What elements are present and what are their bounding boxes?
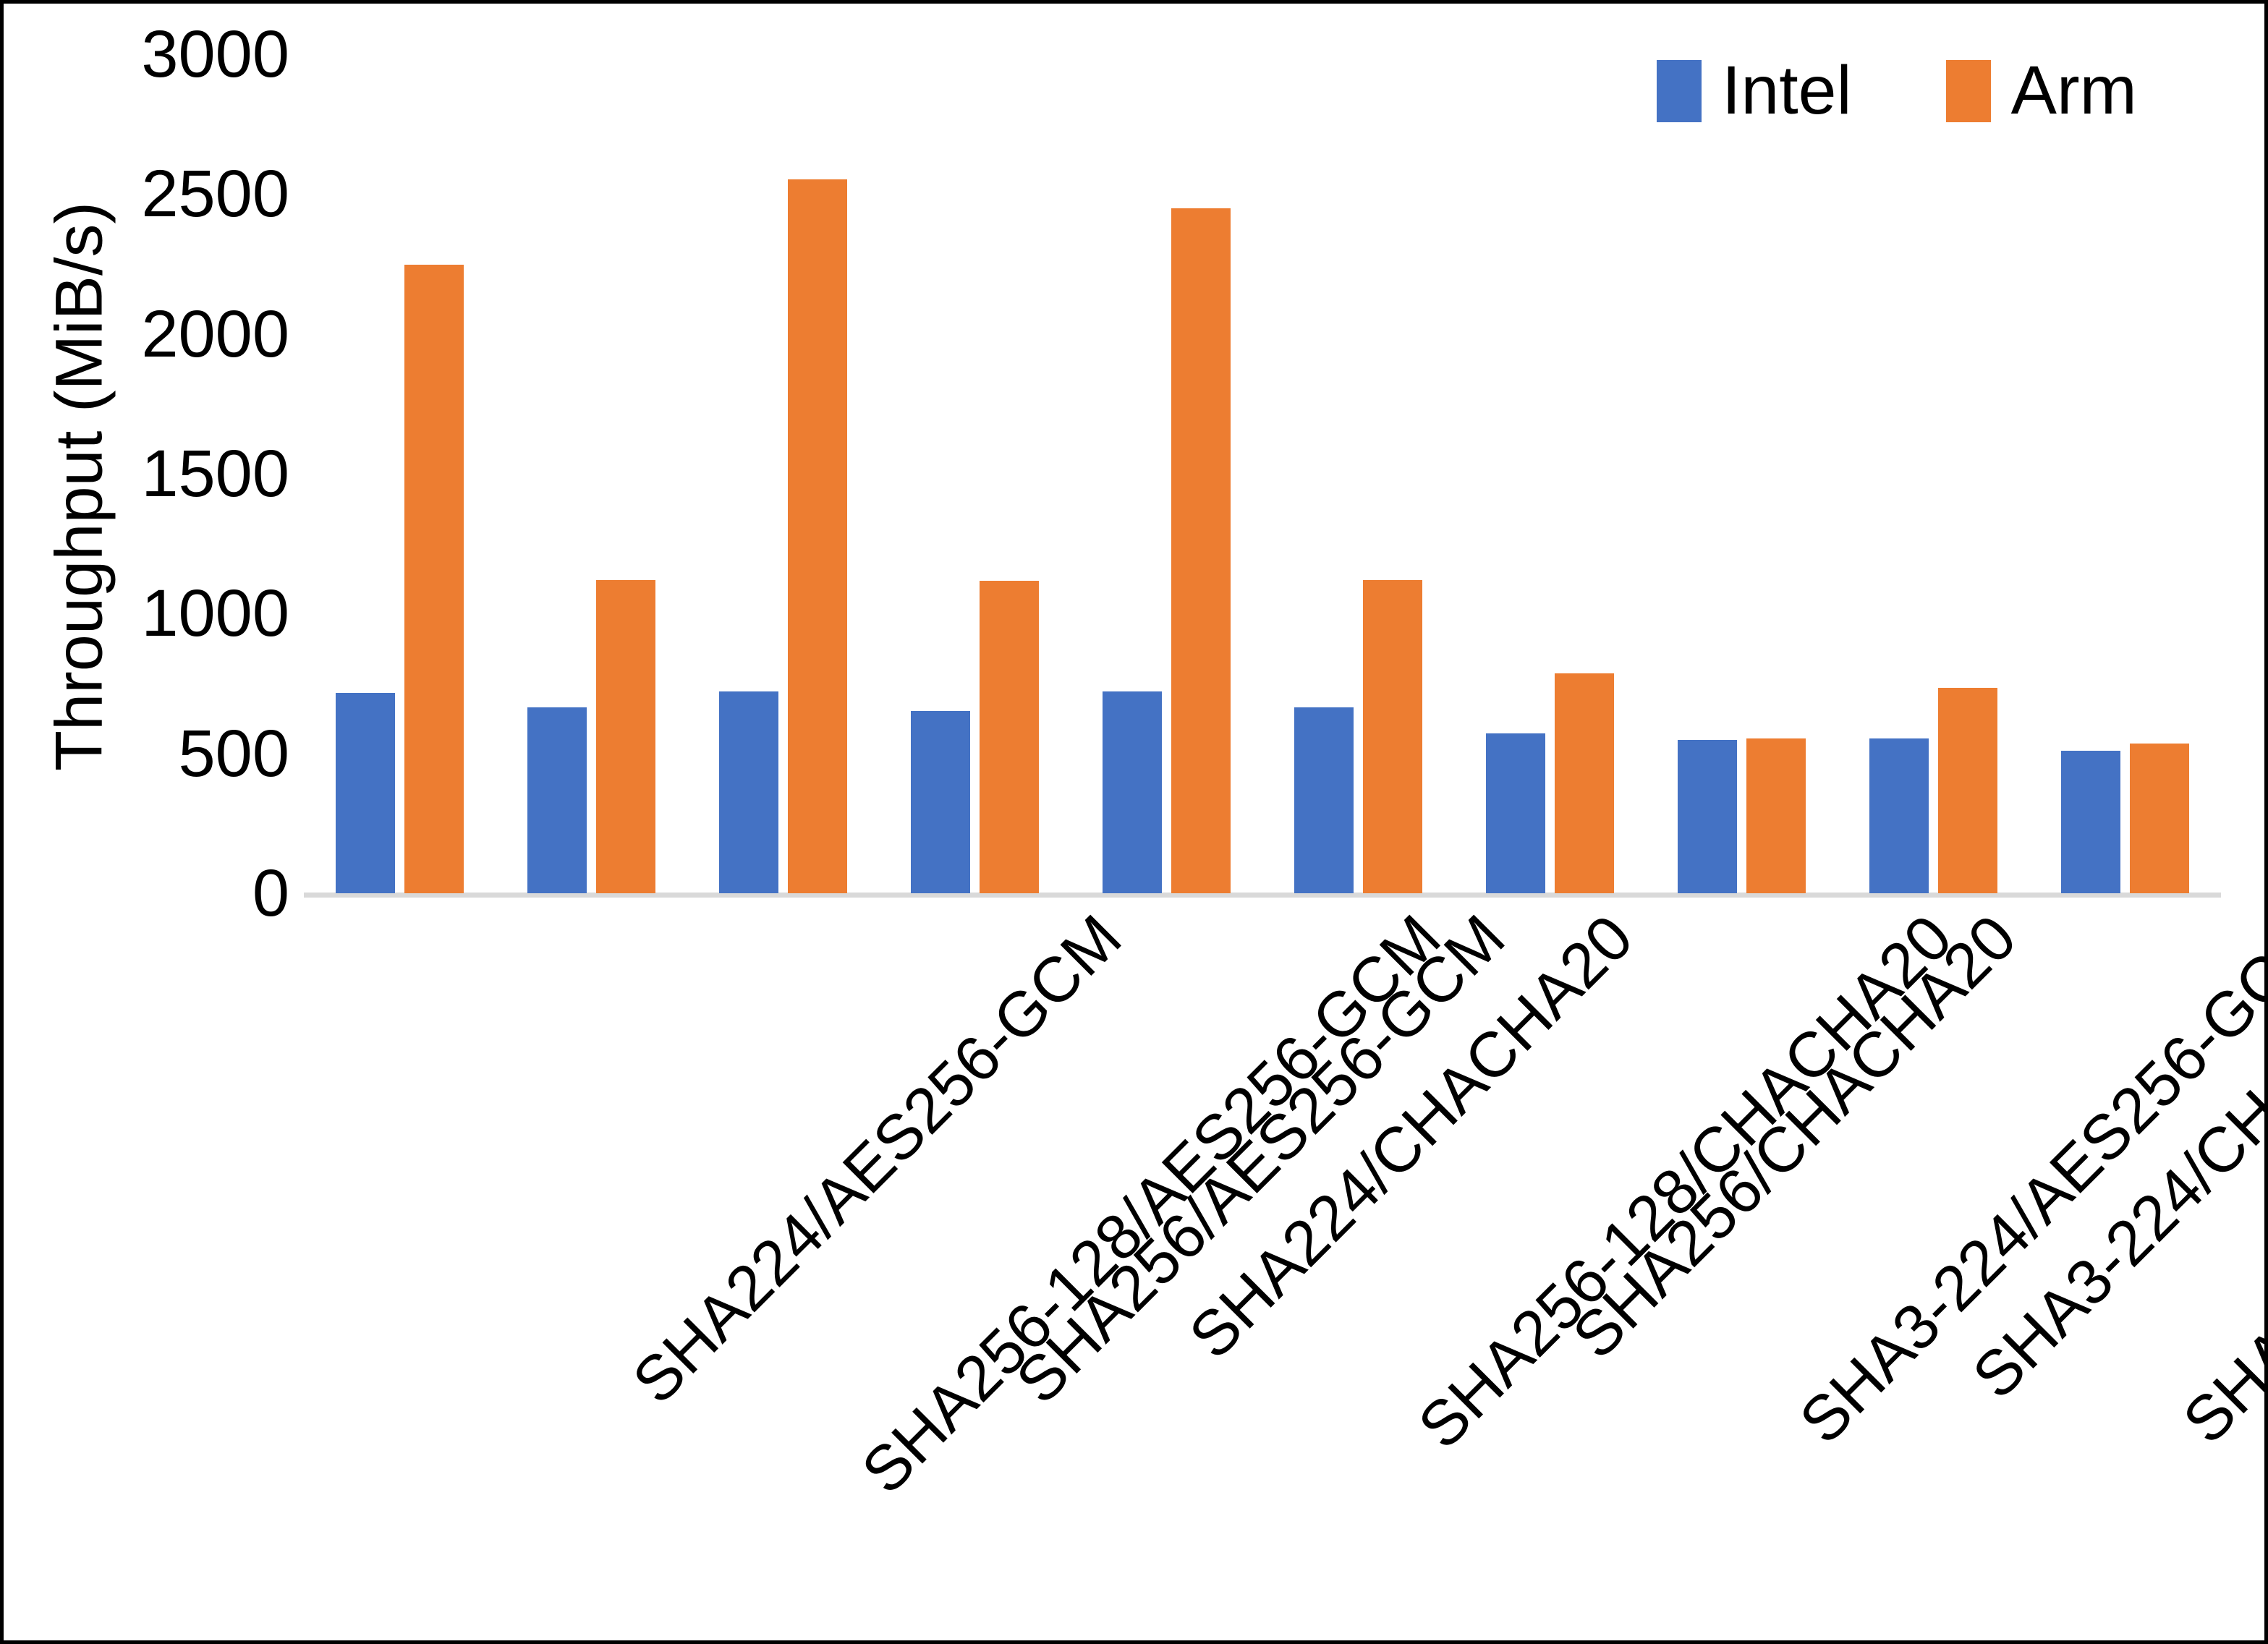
bar-group bbox=[1646, 54, 1838, 893]
bar-arm[interactable] bbox=[1171, 208, 1231, 893]
bar-arm[interactable] bbox=[596, 579, 655, 893]
y-axis-tick-label: 2500 bbox=[141, 157, 289, 231]
bar-group bbox=[2029, 54, 2221, 893]
bar-intel[interactable] bbox=[1869, 738, 1929, 893]
legend-swatch-arm bbox=[1945, 59, 1991, 122]
y-axis-tick-label: 0 bbox=[252, 856, 289, 930]
bar-arm[interactable] bbox=[1938, 688, 1997, 893]
chart-legend: Intel Arm bbox=[1657, 56, 2137, 125]
y-axis-tick-label: 3000 bbox=[141, 17, 289, 91]
bar-intel[interactable] bbox=[1678, 740, 1737, 893]
bar-arm[interactable] bbox=[1363, 579, 1422, 893]
bar-arm[interactable] bbox=[980, 580, 1039, 893]
bar-group bbox=[687, 54, 879, 893]
bar-arm[interactable] bbox=[788, 179, 847, 893]
bar-group bbox=[1071, 54, 1262, 893]
y-axis-tick-label: 1000 bbox=[141, 576, 289, 651]
legend-entry-intel[interactable]: Intel bbox=[1657, 56, 1852, 125]
x-axis-baseline bbox=[304, 893, 2221, 898]
bar-arm[interactable] bbox=[1746, 738, 1806, 893]
bar-group bbox=[1262, 54, 1454, 893]
bar-intel[interactable] bbox=[719, 691, 778, 893]
plot-area bbox=[304, 54, 2221, 898]
bar-intel[interactable] bbox=[911, 710, 970, 893]
y-axis-tick-label: 500 bbox=[178, 716, 290, 791]
y-axis-tick-label: 2000 bbox=[141, 297, 289, 371]
legend-label-intel: Intel bbox=[1722, 52, 1852, 129]
bar-intel[interactable] bbox=[2061, 751, 2120, 893]
legend-swatch-intel bbox=[1657, 59, 1702, 122]
bar-intel[interactable] bbox=[1486, 733, 1545, 893]
bar-group bbox=[304, 54, 496, 893]
bar-arm[interactable] bbox=[2130, 744, 2189, 893]
bar-group bbox=[1454, 54, 1646, 893]
bar-intel[interactable] bbox=[336, 693, 395, 893]
bar-arm[interactable] bbox=[1555, 673, 1614, 893]
legend-label-arm: Arm bbox=[2010, 52, 2137, 129]
bar-group bbox=[879, 54, 1071, 893]
bar-intel[interactable] bbox=[1294, 707, 1354, 893]
x-axis-tick-labels: SHA224/AES256-GCM SHA256-128/AES256-GCM SH… bbox=[304, 901, 2268, 1555]
y-axis-tick-label: 1500 bbox=[141, 437, 289, 511]
bar-intel[interactable] bbox=[1103, 691, 1162, 893]
bar-arm[interactable] bbox=[404, 265, 464, 893]
bar-group bbox=[496, 54, 687, 893]
bar-group bbox=[1838, 54, 2029, 893]
y-axis-tick-labels: 3000 2500 2000 1500 1000 500 0 bbox=[101, 0, 289, 1644]
bar-intel[interactable] bbox=[527, 707, 587, 893]
legend-entry-arm[interactable]: Arm bbox=[1945, 52, 2137, 129]
